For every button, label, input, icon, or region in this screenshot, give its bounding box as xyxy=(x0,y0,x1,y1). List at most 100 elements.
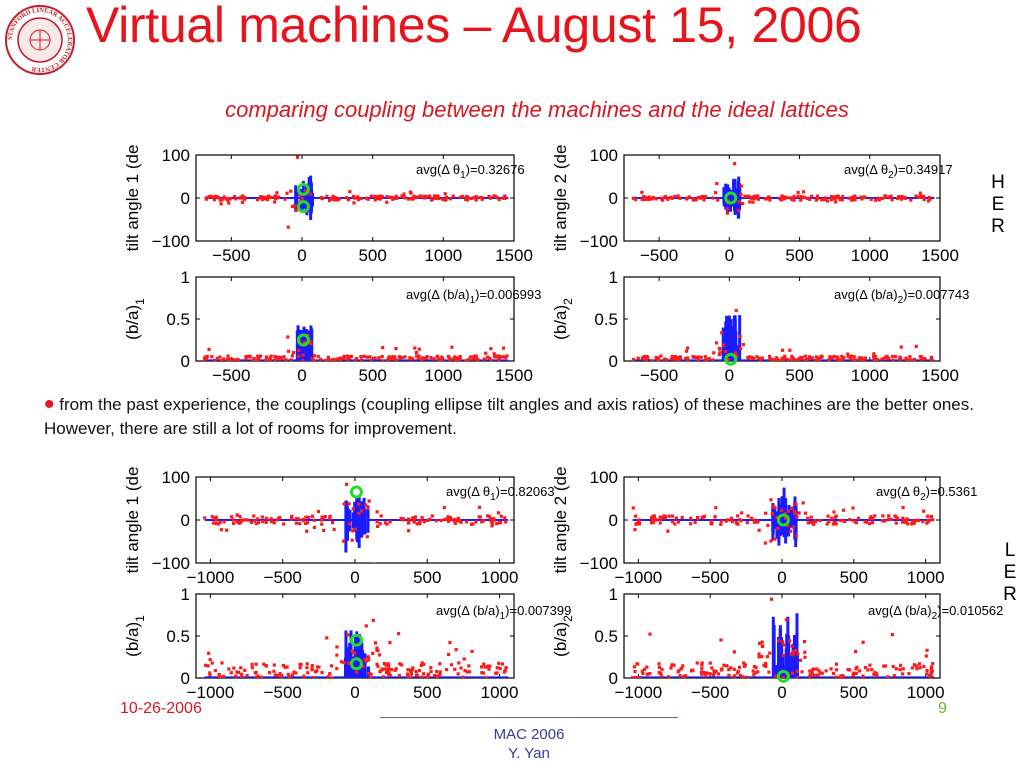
red-data-point xyxy=(669,357,674,361)
green-marker xyxy=(724,191,738,205)
red-data-point xyxy=(377,356,381,360)
red-data-point xyxy=(848,668,852,672)
red-data-point xyxy=(814,667,819,671)
conference-name: MAC 2006 xyxy=(493,726,565,743)
red-data-point xyxy=(648,632,652,636)
red-data-point xyxy=(716,672,721,676)
red-data-point xyxy=(422,520,427,524)
red-data-point xyxy=(204,356,208,361)
red-data-point xyxy=(827,520,831,524)
red-data-point xyxy=(852,197,857,201)
y-tick-label: 0 xyxy=(181,352,190,371)
average-annotation: avg(Δ (b/a)2)=0.010562 xyxy=(868,603,1003,622)
red-data-point xyxy=(674,516,678,520)
red-data-point xyxy=(341,539,346,543)
red-data-point xyxy=(765,655,770,659)
red-data-point xyxy=(866,668,870,672)
red-data-point xyxy=(686,346,690,350)
red-data-point xyxy=(811,667,815,671)
red-data-point xyxy=(712,669,716,673)
red-data-point xyxy=(751,196,755,200)
red-data-point xyxy=(361,664,365,668)
red-data-point xyxy=(423,196,427,200)
red-data-point xyxy=(297,348,301,353)
red-data-point xyxy=(881,514,885,518)
red-data-point xyxy=(465,198,470,202)
red-data-point xyxy=(834,662,838,666)
red-data-point xyxy=(373,641,378,645)
red-data-point xyxy=(817,359,821,361)
red-data-point xyxy=(631,676,635,678)
y-tick-label: 0 xyxy=(609,352,618,371)
red-data-point xyxy=(679,666,684,671)
red-data-point xyxy=(743,194,748,198)
y-axis-label: tilt angle 1 (de xyxy=(123,145,142,252)
red-data-point xyxy=(769,498,773,502)
red-data-point xyxy=(780,197,784,201)
red-data-point xyxy=(286,225,290,229)
x-tick-label: −500 xyxy=(264,568,302,587)
red-data-point xyxy=(495,196,500,200)
red-data-point xyxy=(631,357,636,361)
red-data-point xyxy=(256,517,260,521)
y-tick-label: 0 xyxy=(181,669,190,688)
red-data-point xyxy=(290,354,294,358)
red-data-point xyxy=(760,644,765,649)
y-tick-label: 0 xyxy=(181,511,190,530)
red-data-point xyxy=(642,197,646,202)
red-data-point xyxy=(890,632,895,637)
red-data-point xyxy=(259,675,264,678)
red-data-point xyxy=(375,520,379,524)
red-data-point xyxy=(803,359,807,361)
y-axis-label: (b/a)1 xyxy=(123,298,147,340)
red-data-point xyxy=(645,196,649,200)
red-data-point xyxy=(383,521,387,525)
red-data-point xyxy=(891,354,895,359)
red-data-point xyxy=(910,522,914,526)
red-data-point xyxy=(414,350,419,355)
red-data-point xyxy=(925,668,929,673)
red-data-point xyxy=(489,358,493,361)
red-data-point xyxy=(424,195,428,199)
red-data-point xyxy=(294,671,298,675)
red-data-point xyxy=(918,191,922,195)
red-data-point xyxy=(805,196,810,200)
red-data-point xyxy=(695,661,699,665)
red-data-point xyxy=(774,674,778,678)
red-data-point xyxy=(243,668,247,672)
red-data-point xyxy=(409,668,413,673)
red-data-point xyxy=(359,196,363,201)
author-name: Y. Yan xyxy=(508,745,550,762)
red-data-point xyxy=(922,196,926,200)
y-axis-label: (b/a)2 xyxy=(551,615,575,657)
red-data-point xyxy=(231,518,235,522)
chart-ler-axis-ratio-1: −1000 −500 0 500 1000 0 0.5 1 (b/a)1 avg(Δ (b/a)1… xyxy=(123,585,571,702)
red-data-point xyxy=(783,516,788,520)
red-data-point xyxy=(872,357,876,361)
red-data-point xyxy=(712,351,716,355)
red-data-point xyxy=(764,664,768,669)
red-data-point xyxy=(235,519,239,523)
red-data-point xyxy=(659,672,663,676)
x-tick-label: 1000 xyxy=(851,366,889,385)
red-data-point xyxy=(273,673,277,677)
red-data-point xyxy=(461,194,465,199)
red-data-point xyxy=(672,663,676,667)
red-data-point xyxy=(490,524,494,528)
red-data-point xyxy=(760,654,764,659)
red-data-point xyxy=(724,519,728,523)
footer-date: 10-26-2006 xyxy=(120,700,202,717)
red-data-point xyxy=(385,200,389,204)
y-tick-label: 100 xyxy=(590,146,618,165)
red-data-point xyxy=(369,672,373,676)
red-data-point xyxy=(929,358,933,361)
red-data-point xyxy=(252,357,256,361)
red-data-point xyxy=(767,670,771,674)
red-data-point xyxy=(256,354,260,358)
red-data-point xyxy=(633,669,637,674)
red-data-point xyxy=(751,669,755,673)
red-data-point xyxy=(234,674,238,678)
red-data-point xyxy=(303,521,308,526)
red-data-point xyxy=(346,661,351,665)
red-data-point xyxy=(409,191,413,195)
